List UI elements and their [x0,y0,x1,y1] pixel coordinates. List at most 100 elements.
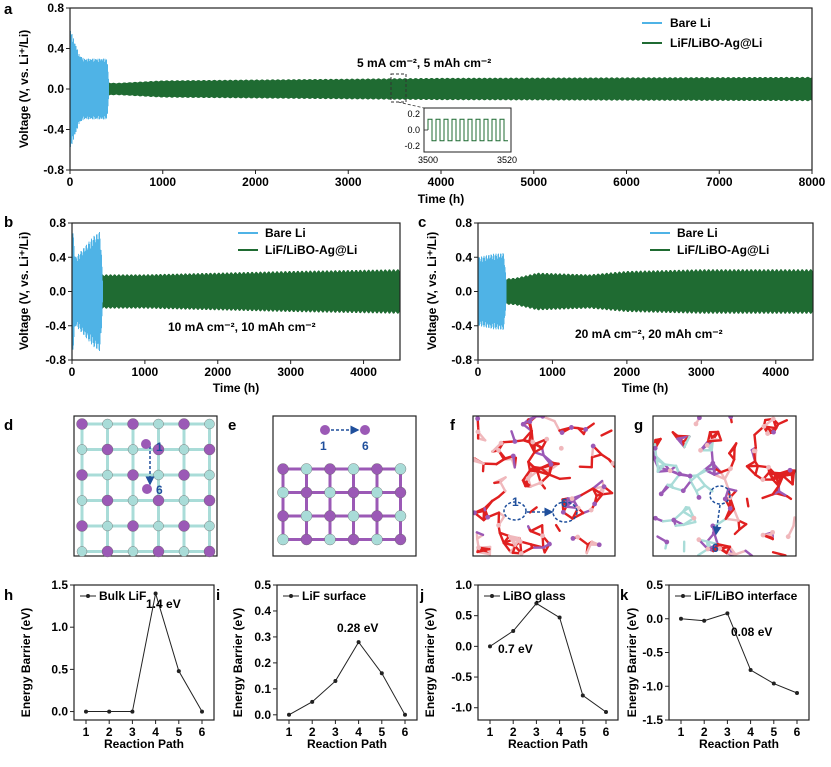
ytick-label-i: 0.5 [254,578,271,592]
f-atom [324,486,336,499]
xtick-label-i: 2 [309,725,316,739]
xtick-label-i: 1 [286,725,293,739]
xtick-label-j: 1 [487,725,494,739]
network-atom [710,460,716,466]
legend-marker-j [490,594,494,598]
bond-network [663,463,678,468]
xtick-label-a: 8000 [799,175,826,189]
ytick-label-b: -0.4 [45,319,66,333]
li-atom [277,463,289,475]
bond-network [716,430,723,442]
xtick-label-h: 2 [106,725,113,739]
energy-chart-j: 1 2 3 4 5 6 -1.0 -0.5 0.0 0.5 1.0 LiBO glass 0.7 eV R… [423,578,619,751]
legend-marker-k [681,594,685,598]
bond-network [695,468,706,477]
bond-network [706,430,712,443]
bond-network [715,517,727,527]
f-atom [204,520,215,532]
f-atom [371,486,383,499]
energy-point-j [488,644,492,649]
legend-label-coated-c: LiF/LiBO-Ag@Li [677,243,769,257]
series-coated-a [70,76,812,102]
bond-network [529,524,544,533]
li-atom [203,545,216,558]
legend-label-j: LiBO glass [503,589,566,603]
network-atom [696,537,702,543]
network-atom [476,545,481,551]
network-atom [766,464,771,470]
network-atom [518,551,524,556]
voltage-chart-c: 0 1000 2000 3000 4000 -0.8 -0.4 0.0 0.4 0.8 Volta… [425,216,814,395]
li-atom [324,510,336,522]
xtick-label-k: 4 [747,725,754,739]
y-axis-label-b: Voltage (V, vs. Li⁺/Li) [17,232,31,350]
f-atom [178,444,190,455]
xtick-label-k: 5 [770,725,777,739]
y-axis-label-c: Voltage (V, vs. Li⁺/Li) [425,232,439,350]
bond-network [728,442,738,455]
xtick-label-j: 6 [603,725,610,739]
network-atom [560,509,566,515]
bond-network [723,477,730,491]
bond-network [695,484,707,493]
bond-network [754,464,760,476]
site-label-start-d: 1 [156,440,163,454]
f-atom [204,418,215,430]
li-atom [203,443,216,456]
bond-network [528,506,538,514]
network-atom [664,539,670,545]
ytick-label-b: 0.8 [49,216,66,230]
xtick-label-k: 1 [678,725,685,739]
bond-network [689,479,698,493]
ytick-label-i: 0.2 [254,656,271,670]
xtick-label-a: 4000 [428,175,455,189]
li-atom [101,443,114,456]
plot-frame-h [73,584,215,721]
panel-label-c: c [418,214,426,231]
f-atom [277,533,289,546]
li-migrating-atom-start-d [141,439,151,449]
bond-network [600,453,611,461]
bond-network [674,523,685,527]
li-atom [152,494,165,507]
f-atom [178,495,190,506]
network-atom [538,480,544,486]
li-atom [324,463,336,475]
li-atom [394,533,407,546]
li-atom [101,494,114,507]
ytick-label-k: 0.5 [646,578,663,592]
f-atom [371,533,383,546]
bond-network [753,433,757,449]
y-axis-label-k: Energy Barrier (eV) [625,608,639,717]
legend-label-coated-a: LiF/LiBO-Ag@Li [670,36,762,50]
xtick-label-a: 7000 [706,175,733,189]
network-atom [698,447,703,453]
legend-marker-i [289,594,293,598]
bond-network [502,541,517,548]
structure-bulk-lif: 1 6 [73,415,218,558]
network-atom [520,421,526,427]
bond-network [591,487,604,496]
bond-network [670,473,681,486]
li-atom [76,469,88,481]
bond-network [785,495,793,501]
bond-network [761,493,774,500]
xtick-label-h: 3 [129,725,136,739]
network-atom [548,461,554,467]
ytick-label-h: 0.0 [51,705,68,719]
energy-point-i [287,712,291,717]
energy-point-k [725,611,730,616]
xtick-label-j: 4 [556,725,563,739]
xtick-label-h: 5 [175,725,182,739]
f-atom [127,444,139,455]
li-atom [178,520,190,532]
ytick-label-a: -0.4 [43,123,64,137]
li-atom [300,486,313,499]
network-atom [510,453,516,459]
li-atom [347,486,360,499]
f-atom [153,469,164,481]
panel-label-f: f [450,417,456,434]
network-atom [540,416,546,419]
annotation-c: 20 mA cm⁻², 20 mAh cm⁻² [575,327,723,341]
xtick-label-h: 1 [83,725,90,739]
